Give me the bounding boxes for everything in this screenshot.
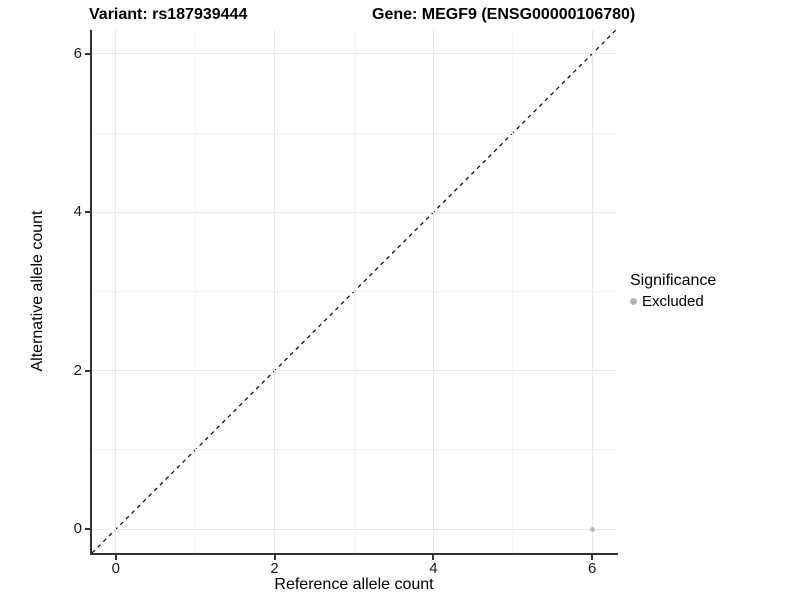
major-gridline-vertical [591, 30, 593, 553]
y-tick-label: 6 [73, 44, 82, 62]
major-gridline-horizontal [92, 370, 616, 372]
legend-item-label: Excluded [642, 293, 704, 310]
y-tick-mark [85, 528, 90, 531]
major-gridline-horizontal [92, 211, 616, 213]
data-point [589, 526, 595, 532]
y-tick-label: 4 [73, 203, 82, 221]
x-tick-label: 6 [588, 560, 597, 577]
x-tick-mark [591, 555, 594, 560]
variant-title: Variant: rs187939444 [89, 6, 248, 23]
x-tick-label: 0 [111, 560, 120, 577]
x-tick-label: 4 [429, 560, 438, 577]
legend-item-excluded: Excluded [630, 293, 716, 310]
major-gridline-vertical [432, 30, 434, 553]
major-gridline-vertical [274, 30, 276, 553]
legend-title: Significance [630, 272, 717, 289]
y-tick-mark [85, 52, 90, 55]
x-tick-label: 2 [270, 560, 279, 577]
y-tick-mark [85, 211, 90, 214]
minor-gridline-horizontal [92, 291, 616, 292]
minor-gridline-vertical [512, 30, 514, 553]
major-gridline-horizontal [92, 528, 616, 530]
x-axis-line [90, 553, 618, 555]
x-axis-label: Reference allele count [274, 576, 434, 593]
y-axis-label: Alternative allele count [29, 210, 46, 372]
legend: Significance Excluded [630, 272, 716, 310]
gene-title: Gene: MEGF9 (ENSG00000106780) [372, 6, 636, 23]
x-tick-mark [273, 555, 276, 560]
y-tick-label: 2 [73, 361, 82, 379]
y-tick-mark [85, 369, 90, 372]
x-tick-mark [114, 555, 117, 560]
minor-gridline-horizontal [92, 132, 616, 134]
legend-point-icon [630, 298, 637, 305]
x-tick-mark [432, 555, 435, 560]
y-tick-label: 0 [73, 520, 82, 538]
y-axis-line [90, 30, 92, 555]
major-gridline-horizontal [92, 53, 616, 55]
major-gridline-vertical [115, 30, 117, 553]
plot-panel [91, 29, 617, 554]
